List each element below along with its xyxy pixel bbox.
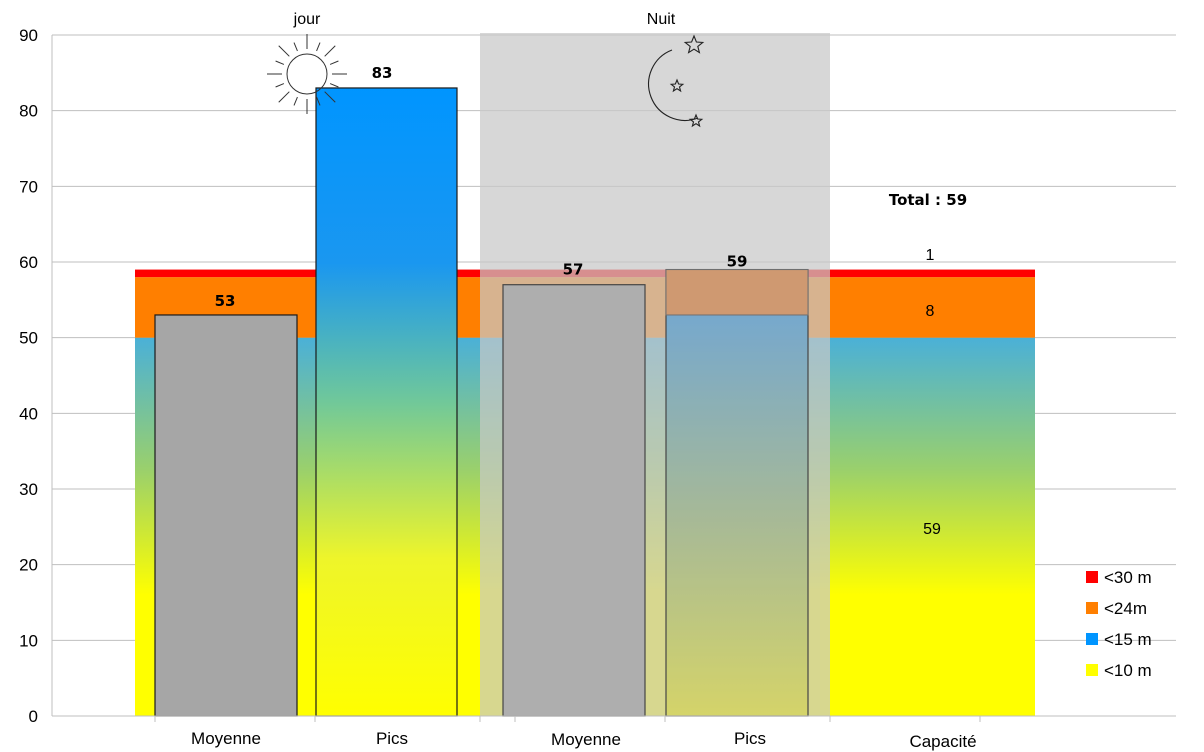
legend-label-3: <15 m [1104,630,1152,649]
data-labels: jour Nuit 53 83 57 59 Total : 59 1 8 59 [215,11,968,538]
legend-swatch-1 [1086,571,1098,583]
sun-ray-10 [278,45,290,57]
legend-swatch-4 [1086,664,1098,676]
y-tick-label-20: 20 [19,556,38,575]
bar-nuit-pics-top [665,269,809,316]
y-tick-label-90: 90 [19,26,38,45]
sun-ray-13 [316,42,321,52]
legend-label-4: <10 m [1104,661,1152,680]
y-tick-label-10: 10 [19,631,38,650]
moon-stars-icon [648,34,705,128]
bar-jour-moyenne [154,314,298,717]
sun-ray-6 [278,91,290,103]
legend-swatch-2 [1086,602,1098,614]
x-category-label-5: Capacité [909,732,976,751]
sun-icon [267,34,347,114]
x-category-label-4: Pics [734,729,766,748]
y-tick-label-30: 30 [19,480,38,499]
group-label-jour: jour [293,11,321,28]
bar-value-label-3: 57 [563,261,584,279]
x-axis: Moyenne Pics Moyenne Pics Capacité [52,715,1176,751]
y-tick-label-0: 0 [29,707,38,726]
sun-ray-14 [324,45,336,57]
legend-label-1: <30 m [1104,568,1152,587]
group-label-nuit: Nuit [647,11,676,28]
bar-value-label-2: 83 [372,64,393,82]
night-shade-veil [480,33,830,716]
capacity-label-24m: 8 [926,303,935,320]
sun-ray-7 [275,83,285,88]
y-axis: 0 10 20 30 40 50 60 70 80 90 [19,26,53,726]
bar-value-label-1: 53 [215,292,236,310]
legend-swatch-3 [1086,633,1098,645]
sun-ray-3 [316,96,321,106]
sun-ray-5 [293,96,298,106]
y-tick-label-80: 80 [19,102,38,121]
sun-ray-1 [329,83,339,88]
capacity-total-label: Total : 59 [889,191,967,209]
legend: <30 m <24m <15 m <10 m [1086,568,1152,680]
bar-value-label-4: 59 [727,253,748,271]
x-category-label-1: Moyenne [191,729,261,748]
bar-jour-pics [315,87,458,717]
sun-ray-15 [329,60,339,65]
x-category-label-3: Moyenne [551,730,621,749]
x-category-label-2: Pics [376,729,408,748]
bar-Nuit-moyenne [502,284,646,717]
y-tick-label-70: 70 [19,177,38,196]
sun-ray-11 [293,42,298,52]
y-tick-label-40: 40 [19,404,38,423]
bar-Nuit-pics [665,268,809,717]
sun-ray-2 [324,91,336,103]
capacity-label-30m: 1 [926,247,935,264]
sun-ray-9 [275,60,285,65]
bars-layer [154,33,830,717]
capacity-label-under-15m: 59 [923,521,941,538]
y-tick-label-60: 60 [19,253,38,272]
legend-label-2: <24m [1104,599,1147,618]
y-tick-label-50: 50 [19,329,38,348]
